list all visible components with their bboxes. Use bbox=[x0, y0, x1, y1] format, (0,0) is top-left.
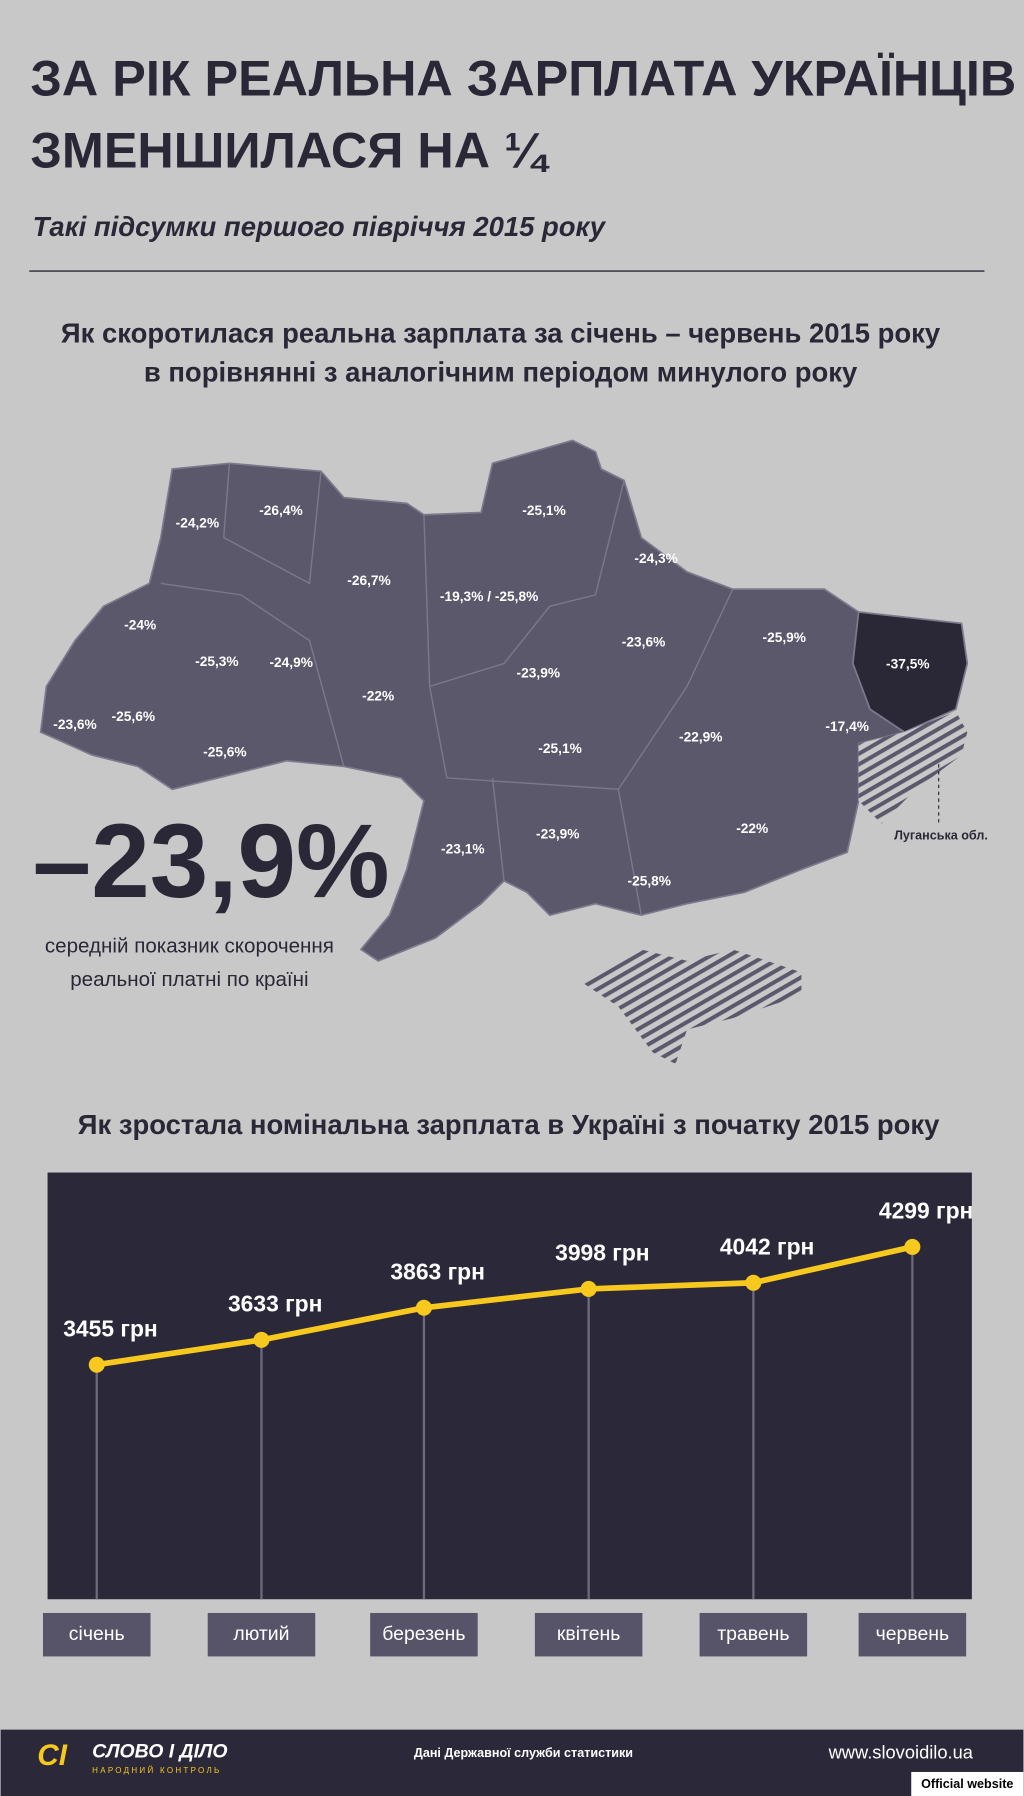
badge: Official website bbox=[921, 1777, 1013, 1791]
region-label: -24,2% bbox=[176, 516, 219, 531]
x-tick-label: березень bbox=[382, 1623, 465, 1645]
region-border bbox=[423, 480, 625, 688]
region-label: -19,3% / -25,8% bbox=[440, 589, 538, 604]
logo-name: СЛОВО І ДІЛО bbox=[92, 1741, 227, 1763]
region-border bbox=[160, 582, 345, 767]
region-label: -22% bbox=[736, 821, 768, 836]
point bbox=[88, 1356, 105, 1373]
region-label: -22,9% bbox=[679, 729, 722, 744]
average-caption: реальної платні по країні bbox=[70, 968, 308, 991]
region-border bbox=[617, 789, 642, 916]
category-box bbox=[699, 1612, 808, 1657]
source: Дані Державної служби статистики bbox=[414, 1746, 633, 1760]
title: ЗА РІК РЕАЛЬНА ЗАРПЛАТА УКРАЇНЦІВ bbox=[30, 50, 1016, 107]
region-label: -23,6% bbox=[53, 717, 96, 732]
point bbox=[745, 1274, 762, 1291]
ukraine-shape bbox=[39, 439, 907, 962]
region-label: -23,9% bbox=[536, 827, 579, 842]
region-label: -23,6% bbox=[622, 635, 665, 650]
value-label: 3863 грн bbox=[390, 1259, 485, 1285]
region-label: -25,1% bbox=[522, 503, 565, 518]
region-label: -25,6% bbox=[203, 744, 246, 759]
region-label: -37,5% bbox=[886, 656, 929, 671]
average-caption: середній показник скорочення bbox=[45, 935, 334, 958]
point bbox=[904, 1238, 921, 1255]
category-box bbox=[42, 1612, 151, 1657]
callout: Луганська обл. bbox=[894, 829, 988, 843]
url: www.slovoidilo.ua bbox=[828, 1742, 974, 1763]
region-label: -26,4% bbox=[259, 503, 302, 518]
x-tick-label: лютий bbox=[233, 1623, 289, 1645]
chart-panel bbox=[47, 1172, 972, 1600]
region-label: -25,8% bbox=[628, 874, 671, 889]
value-label: 3455 грн bbox=[63, 1315, 158, 1341]
title: ЗМЕНШИЛАСЯ НА ¼ bbox=[30, 122, 550, 179]
map-title: Як скоротилася реальна зарплата за січен… bbox=[61, 317, 941, 348]
map: Луганська обл. -24,2% -26,4% -25,1% -24,3% -… bbox=[39, 439, 988, 1064]
region-label: -24% bbox=[124, 617, 156, 632]
point bbox=[580, 1280, 597, 1297]
region-border bbox=[491, 777, 505, 881]
region-label: -24,9% bbox=[269, 655, 312, 670]
x-tick-label: квітень bbox=[557, 1623, 621, 1645]
line bbox=[96, 1244, 914, 1368]
x-tick-label: травень bbox=[717, 1623, 789, 1645]
chart-title: Як зростала номінальна зарплата в Україн… bbox=[78, 1109, 940, 1140]
region-label: -25,6% bbox=[112, 709, 155, 724]
region-label: -26,7% bbox=[347, 573, 390, 588]
region-label: -25,9% bbox=[763, 630, 806, 645]
region-label: -22% bbox=[362, 688, 394, 703]
logo-tagline: НАРОДНИЙ КОНТРОЛЬ bbox=[92, 1766, 221, 1775]
value-label: 3633 грн bbox=[228, 1291, 323, 1317]
crimea bbox=[584, 949, 802, 1064]
region-label: -23,9% bbox=[517, 665, 560, 680]
x-tick-label: червень bbox=[876, 1623, 950, 1645]
region-border bbox=[223, 463, 322, 585]
value-label: 4299 грн bbox=[879, 1198, 974, 1224]
average-value: –23,9% bbox=[33, 803, 390, 920]
map-title: в порівнянні з аналогічним періодом мину… bbox=[144, 356, 858, 387]
region-label: -24,3% bbox=[634, 551, 677, 566]
region-label: -23,1% bbox=[441, 842, 484, 857]
point bbox=[415, 1299, 432, 1316]
x-tick-label: січень bbox=[69, 1623, 125, 1645]
category-box bbox=[207, 1612, 316, 1657]
value-label: 3998 грн bbox=[555, 1240, 650, 1266]
region-label: -25,3% bbox=[195, 654, 238, 669]
line-chart: 3455 грн січень 3633 грн лютий 3863 грн берез… bbox=[42, 1198, 974, 1657]
region-label: -25,1% bbox=[538, 741, 581, 756]
luhansk-region bbox=[852, 611, 969, 734]
category-box bbox=[534, 1612, 643, 1657]
occupied-area bbox=[858, 711, 968, 824]
logo-mark: СІ bbox=[37, 1739, 67, 1772]
badge-box bbox=[911, 1771, 1024, 1796]
category-box bbox=[370, 1612, 478, 1657]
value-label: 4042 грн bbox=[720, 1234, 815, 1260]
point bbox=[253, 1331, 270, 1348]
footer bbox=[0, 1729, 1024, 1796]
category-box bbox=[858, 1612, 967, 1657]
region-label: -17,4% bbox=[825, 719, 868, 734]
subtitle: Такі підсумки першого півріччя 2015 року bbox=[33, 211, 607, 242]
